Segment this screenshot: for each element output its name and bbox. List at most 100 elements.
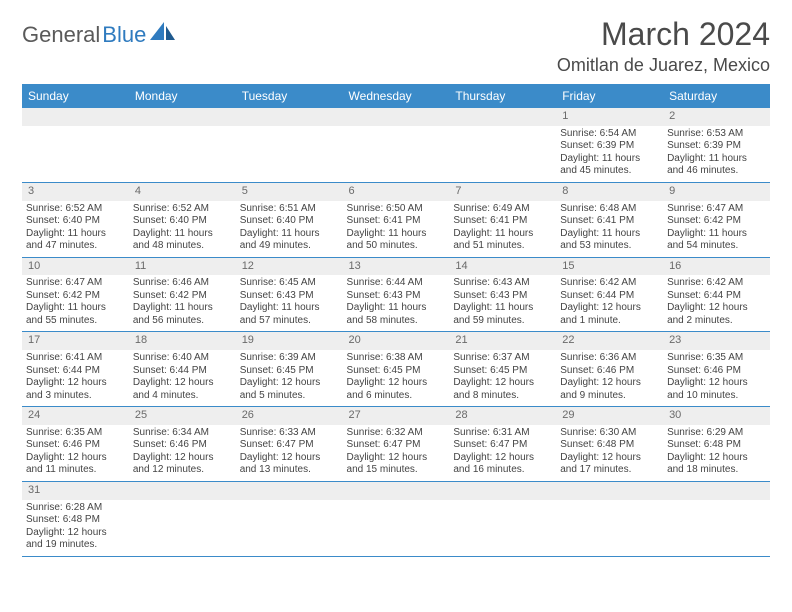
weekday-header: Friday: [556, 84, 663, 108]
day-details: Sunrise: 6:38 AMSunset: 6:45 PMDaylight:…: [347, 352, 446, 402]
sunrise-text: Sunrise: 6:47 AM: [667, 203, 766, 216]
day-number: 14: [449, 258, 556, 276]
calendar-week-row: 17Sunrise: 6:41 AMSunset: 6:44 PMDayligh…: [22, 332, 770, 407]
sunrise-text: Sunrise: 6:35 AM: [26, 427, 125, 440]
day-details: Sunrise: 6:53 AMSunset: 6:39 PMDaylight:…: [667, 128, 766, 178]
sunrise-text: Sunrise: 6:38 AM: [347, 352, 446, 365]
calendar-day-cell: 31Sunrise: 6:28 AMSunset: 6:48 PMDayligh…: [22, 481, 129, 556]
day-details: Sunrise: 6:43 AMSunset: 6:43 PMDaylight:…: [453, 277, 552, 327]
sunset-text: Sunset: 6:47 PM: [453, 439, 552, 452]
calendar-day-cell: 11Sunrise: 6:46 AMSunset: 6:42 PMDayligh…: [129, 257, 236, 332]
empty-day-strip: [22, 108, 129, 126]
day-details: Sunrise: 6:51 AMSunset: 6:40 PMDaylight:…: [240, 203, 339, 253]
sunrise-text: Sunrise: 6:36 AM: [560, 352, 659, 365]
calendar-week-row: 31Sunrise: 6:28 AMSunset: 6:48 PMDayligh…: [22, 481, 770, 556]
sunset-text: Sunset: 6:46 PM: [133, 439, 232, 452]
day-number: 2: [663, 108, 770, 126]
day-details: Sunrise: 6:52 AMSunset: 6:40 PMDaylight:…: [133, 203, 232, 253]
logo-text-general: General: [22, 22, 100, 48]
day-number: 25: [129, 407, 236, 425]
daylight-text: Daylight: 12 hours and 10 minutes.: [667, 377, 766, 402]
calendar-day-cell: 13Sunrise: 6:44 AMSunset: 6:43 PMDayligh…: [343, 257, 450, 332]
daylight-text: Daylight: 12 hours and 12 minutes.: [133, 452, 232, 477]
sunrise-text: Sunrise: 6:52 AM: [133, 203, 232, 216]
daylight-text: Daylight: 12 hours and 16 minutes.: [453, 452, 552, 477]
sunrise-text: Sunrise: 6:52 AM: [26, 203, 125, 216]
calendar-day-cell: 8Sunrise: 6:48 AMSunset: 6:41 PMDaylight…: [556, 182, 663, 257]
day-details: Sunrise: 6:34 AMSunset: 6:46 PMDaylight:…: [133, 427, 232, 477]
sunrise-text: Sunrise: 6:45 AM: [240, 277, 339, 290]
calendar-empty-cell: [236, 481, 343, 556]
day-number: 11: [129, 258, 236, 276]
logo-text-blue: Blue: [102, 22, 146, 48]
day-details: Sunrise: 6:35 AMSunset: 6:46 PMDaylight:…: [26, 427, 125, 477]
sunset-text: Sunset: 6:43 PM: [453, 290, 552, 303]
sunset-text: Sunset: 6:44 PM: [560, 290, 659, 303]
daylight-text: Daylight: 12 hours and 9 minutes.: [560, 377, 659, 402]
empty-day-strip: [236, 482, 343, 500]
day-details: Sunrise: 6:35 AMSunset: 6:46 PMDaylight:…: [667, 352, 766, 402]
day-number: 22: [556, 332, 663, 350]
sunrise-text: Sunrise: 6:47 AM: [26, 277, 125, 290]
daylight-text: Daylight: 12 hours and 17 minutes.: [560, 452, 659, 477]
day-number: 18: [129, 332, 236, 350]
day-number: 26: [236, 407, 343, 425]
day-number: 20: [343, 332, 450, 350]
calendar-empty-cell: [449, 481, 556, 556]
sunrise-text: Sunrise: 6:30 AM: [560, 427, 659, 440]
sunset-text: Sunset: 6:43 PM: [240, 290, 339, 303]
sunset-text: Sunset: 6:41 PM: [453, 215, 552, 228]
empty-day-strip: [663, 482, 770, 500]
day-number: 1: [556, 108, 663, 126]
calendar-day-cell: 2 Sunrise: 6:53 AMSunset: 6:39 PMDaylight…: [663, 108, 770, 182]
daylight-text: Daylight: 11 hours and 47 minutes.: [26, 228, 125, 253]
sunrise-text: Sunrise: 6:39 AM: [240, 352, 339, 365]
sunset-text: Sunset: 6:42 PM: [133, 290, 232, 303]
sunset-text: Sunset: 6:46 PM: [560, 365, 659, 378]
day-number: 9: [663, 183, 770, 201]
daylight-text: Daylight: 11 hours and 46 minutes.: [667, 153, 766, 178]
sunset-text: Sunset: 6:47 PM: [347, 439, 446, 452]
calendar-page: General Blue March 2024 Omitlan de Juare…: [0, 0, 792, 573]
sunrise-text: Sunrise: 6:44 AM: [347, 277, 446, 290]
sunset-text: Sunset: 6:40 PM: [26, 215, 125, 228]
daylight-text: Daylight: 12 hours and 19 minutes.: [26, 527, 125, 552]
daylight-text: Daylight: 12 hours and 11 minutes.: [26, 452, 125, 477]
sunset-text: Sunset: 6:40 PM: [240, 215, 339, 228]
calendar-day-cell: 30Sunrise: 6:29 AMSunset: 6:48 PMDayligh…: [663, 407, 770, 482]
day-details: Sunrise: 6:37 AMSunset: 6:45 PMDaylight:…: [453, 352, 552, 402]
sunset-text: Sunset: 6:47 PM: [240, 439, 339, 452]
sunrise-text: Sunrise: 6:49 AM: [453, 203, 552, 216]
calendar-body: 1Sunrise: 6:54 AMSunset: 6:39 PMDaylight…: [22, 108, 770, 556]
calendar-day-cell: 29Sunrise: 6:30 AMSunset: 6:48 PMDayligh…: [556, 407, 663, 482]
calendar-day-cell: 6Sunrise: 6:50 AMSunset: 6:41 PMDaylight…: [343, 182, 450, 257]
day-details: Sunrise: 6:41 AMSunset: 6:44 PMDaylight:…: [26, 352, 125, 402]
calendar-day-cell: 27Sunrise: 6:32 AMSunset: 6:47 PMDayligh…: [343, 407, 450, 482]
calendar-empty-cell: [129, 481, 236, 556]
sunrise-text: Sunrise: 6:35 AM: [667, 352, 766, 365]
day-number: 15: [556, 258, 663, 276]
day-details: Sunrise: 6:47 AMSunset: 6:42 PMDaylight:…: [667, 203, 766, 253]
day-number: 16: [663, 258, 770, 276]
sunrise-text: Sunrise: 6:50 AM: [347, 203, 446, 216]
daylight-text: Daylight: 11 hours and 45 minutes.: [560, 153, 659, 178]
day-details: Sunrise: 6:28 AMSunset: 6:48 PMDaylight:…: [26, 502, 125, 552]
sunrise-text: Sunrise: 6:43 AM: [453, 277, 552, 290]
logo: General Blue: [22, 16, 176, 48]
calendar-day-cell: 17Sunrise: 6:41 AMSunset: 6:44 PMDayligh…: [22, 332, 129, 407]
calendar-day-cell: 5Sunrise: 6:51 AMSunset: 6:40 PMDaylight…: [236, 182, 343, 257]
calendar-day-cell: 22 Sunrise: 6:36 AMSunset: 6:46 PMDayligh…: [556, 332, 663, 407]
location: Omitlan de Juarez, Mexico: [557, 55, 770, 76]
sunrise-text: Sunrise: 6:31 AM: [453, 427, 552, 440]
calendar-day-cell: 18Sunrise: 6:40 AMSunset: 6:44 PMDayligh…: [129, 332, 236, 407]
calendar-empty-cell: [343, 108, 450, 182]
sunrise-text: Sunrise: 6:53 AM: [667, 128, 766, 141]
sunrise-text: Sunrise: 6:40 AM: [133, 352, 232, 365]
weekday-header: Wednesday: [343, 84, 450, 108]
day-details: Sunrise: 6:42 AMSunset: 6:44 PMDaylight:…: [560, 277, 659, 327]
calendar-week-row: 24Sunrise: 6:35 AMSunset: 6:46 PMDayligh…: [22, 407, 770, 482]
sunset-text: Sunset: 6:45 PM: [453, 365, 552, 378]
day-number: 12: [236, 258, 343, 276]
calendar-day-cell: 20 Sunrise: 6:38 AMSunset: 6:45 PMDayligh…: [343, 332, 450, 407]
sunset-text: Sunset: 6:41 PM: [560, 215, 659, 228]
